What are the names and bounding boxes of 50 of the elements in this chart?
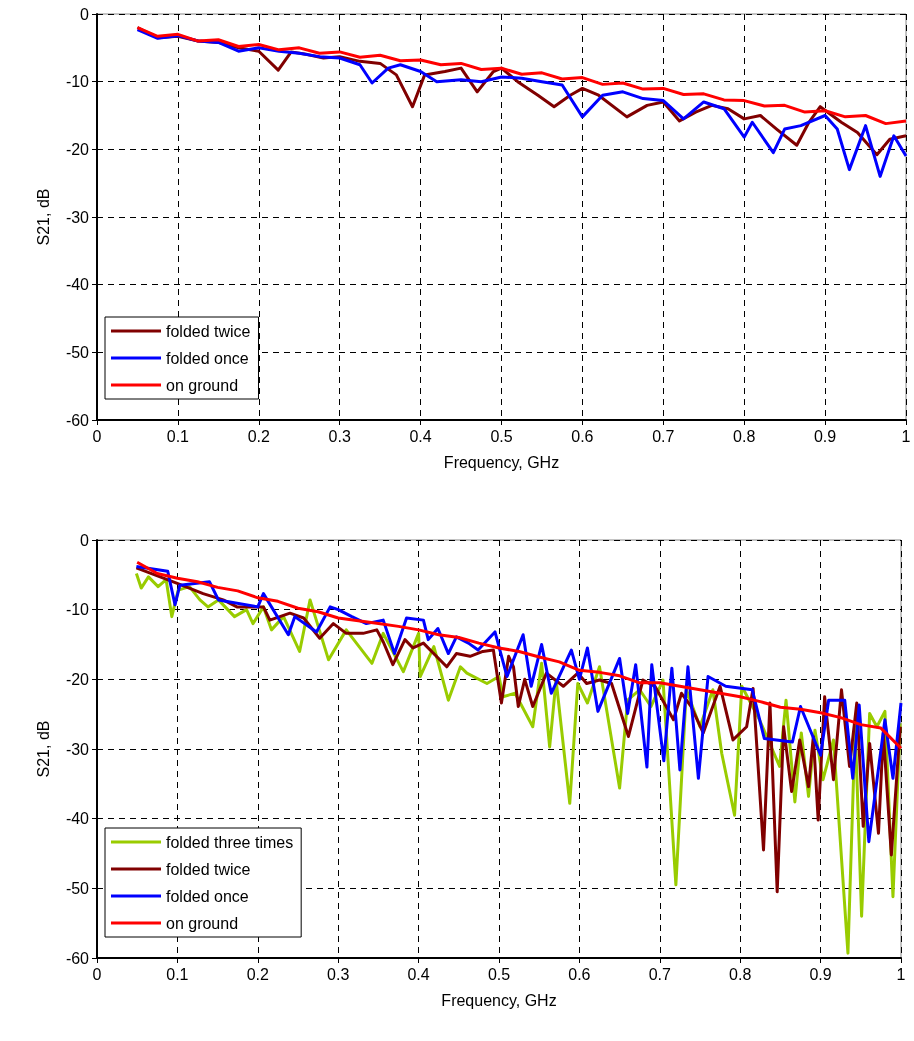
y-tick-label: -10 bbox=[65, 73, 90, 91]
y-tick-label: -40 bbox=[65, 276, 90, 294]
x-tick-label: 0.2 bbox=[247, 427, 271, 445]
x-tick-label: 0.5 bbox=[487, 965, 511, 983]
legend-label: on ground bbox=[166, 376, 239, 394]
x-tick-label: 1 bbox=[896, 965, 906, 983]
x-tick-label: 0 bbox=[92, 427, 102, 445]
y-tick-label: 0 bbox=[80, 531, 90, 549]
legend-label: folded three times bbox=[166, 833, 294, 851]
x-tick-label: 0.6 bbox=[571, 427, 594, 445]
y-tick-label: -10 bbox=[65, 601, 90, 619]
y-tick-label: -40 bbox=[65, 810, 90, 828]
x-tick-label: 0.6 bbox=[568, 965, 591, 983]
legend-label: on ground bbox=[166, 914, 239, 932]
x-tick-label: 0.3 bbox=[327, 965, 350, 983]
x-tick-label: 0.9 bbox=[813, 427, 837, 445]
y-tick-label: -50 bbox=[65, 879, 90, 897]
line-series bbox=[135, 560, 903, 750]
x-tick-label: 0.8 bbox=[733, 427, 756, 445]
x-tick-label: 0.4 bbox=[407, 965, 430, 983]
x-tick-label: 0.1 bbox=[166, 427, 190, 445]
line-series bbox=[135, 28, 908, 178]
x-tick-label: 0.7 bbox=[648, 965, 672, 983]
x-tick-label: 0.2 bbox=[246, 965, 270, 983]
y-tick-label: -20 bbox=[65, 140, 90, 158]
line-series bbox=[135, 26, 908, 126]
x-tick-label: 0 bbox=[92, 965, 102, 983]
x-tick-label: 0.9 bbox=[809, 965, 832, 983]
legend-label: folded twice bbox=[166, 322, 251, 340]
y-tick-label: -50 bbox=[65, 343, 90, 361]
x-axis-title: Frequency, GHz bbox=[441, 991, 557, 1009]
y-tick-label: -60 bbox=[65, 949, 90, 967]
y-tick-label: 0 bbox=[80, 5, 90, 23]
legend-label: folded twice bbox=[166, 860, 251, 878]
y-axis-title: S21, dB bbox=[34, 188, 52, 246]
x-tick-label: 0.7 bbox=[652, 427, 675, 445]
x-tick-label: 0.1 bbox=[166, 965, 189, 983]
x-tick-label: 0.4 bbox=[409, 427, 432, 445]
x-tick-label: 0.5 bbox=[490, 427, 513, 445]
legend-label: folded once bbox=[166, 887, 249, 905]
x-tick-label: 1 bbox=[901, 427, 911, 445]
x-tick-label: 0.8 bbox=[729, 965, 752, 983]
y-tick-label: -30 bbox=[65, 208, 90, 226]
legend-label: folded once bbox=[166, 349, 249, 367]
x-tick-label: 0.3 bbox=[328, 427, 351, 445]
y-tick-label: -30 bbox=[65, 740, 90, 758]
y-axis-title: S21, dB bbox=[34, 720, 52, 778]
x-axis-title: Frequency, GHz bbox=[443, 453, 560, 471]
y-tick-label: -20 bbox=[65, 670, 90, 688]
y-tick-label: -60 bbox=[65, 411, 90, 429]
